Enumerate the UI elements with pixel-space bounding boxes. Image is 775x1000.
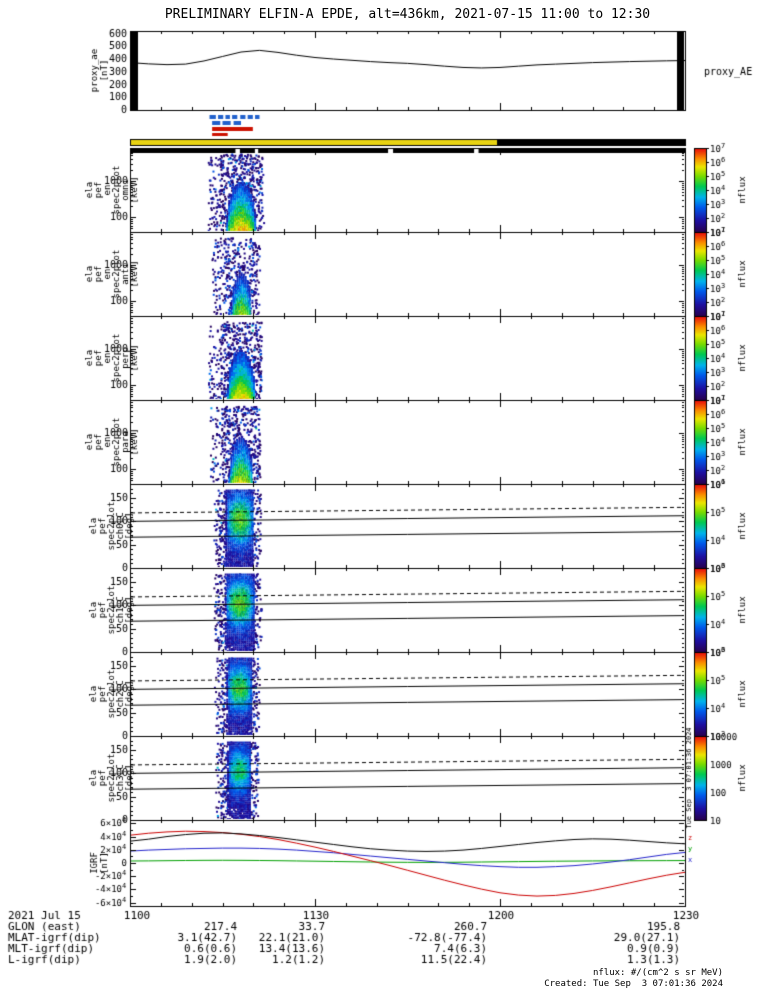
nflux-units-note: nflux: #/(cm^2 s sr MeV) [592,968,723,978]
plot-title: PRELIMINARY ELFIN-A EPDE, alt=436km, 202… [164,7,651,22]
created-timestamp: Created: Tue Sep 3 07:01:36 2024 [544,979,723,989]
